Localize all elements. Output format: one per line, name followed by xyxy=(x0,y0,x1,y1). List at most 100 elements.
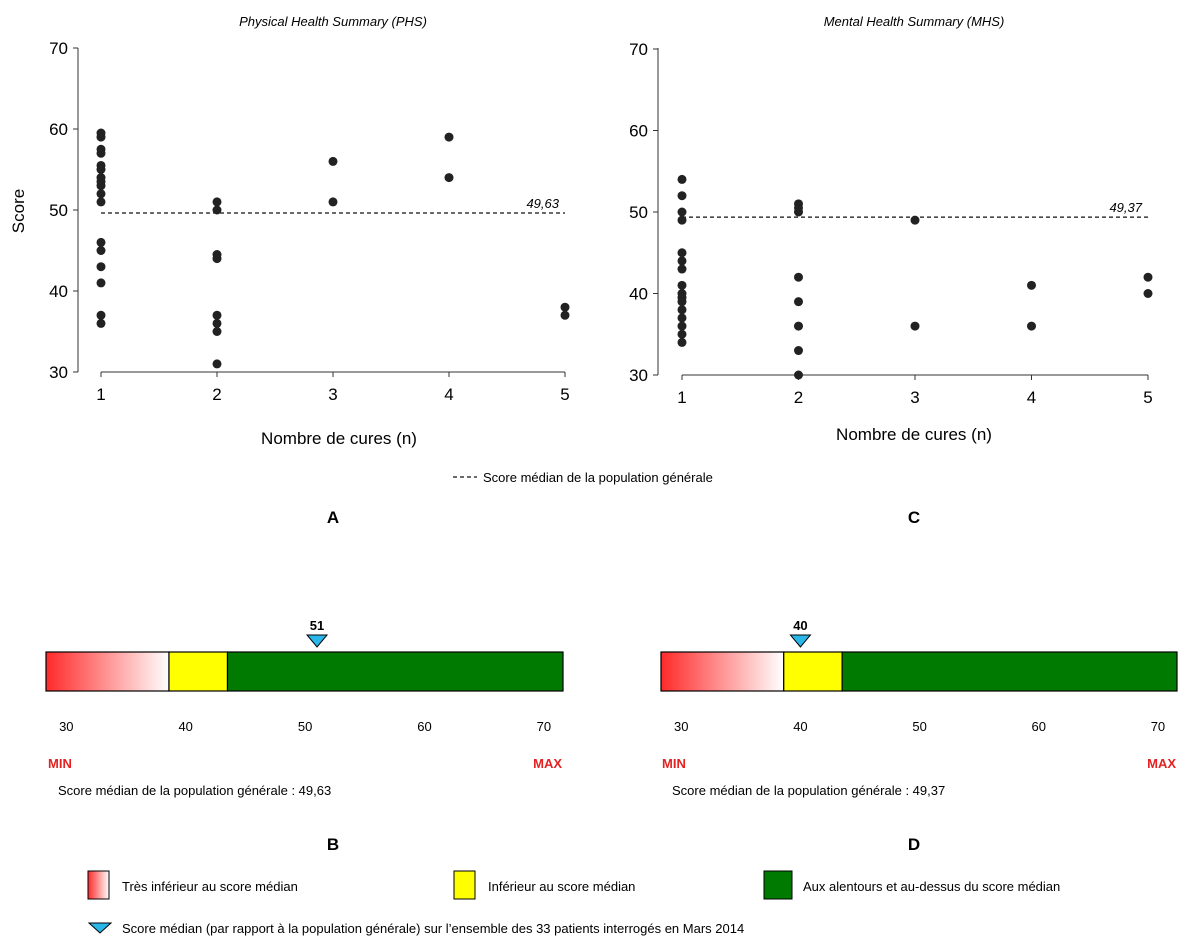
data-point xyxy=(794,346,803,356)
gauge-tick-label: 30 xyxy=(674,719,688,734)
y-tick-label: 50 xyxy=(49,201,68,220)
legend-label-very-low: Très inférieur au score médian xyxy=(122,879,298,894)
median-marker-value: 51 xyxy=(310,618,324,633)
panel-letter-d: D xyxy=(908,835,920,854)
data-point xyxy=(677,305,687,315)
data-point xyxy=(96,246,106,255)
data-point xyxy=(212,254,222,264)
data-point xyxy=(794,272,803,282)
gauge-tick-label: 40 xyxy=(793,719,807,734)
data-point xyxy=(212,327,222,336)
legend-median-line: Score médian de la population générale xyxy=(453,470,713,485)
data-point xyxy=(677,191,687,201)
legend-median-text: Score médian de la population générale xyxy=(483,470,713,485)
legend-label-triangle: Score médian (par rapport à la populatio… xyxy=(122,921,744,936)
y-axis-label: Score xyxy=(9,189,28,233)
data-point xyxy=(794,321,803,331)
y-tick-label: 70 xyxy=(629,40,648,59)
median-marker-value: 40 xyxy=(793,618,807,633)
data-point xyxy=(560,310,570,320)
data-point xyxy=(96,237,106,247)
x-tick-label: 5 xyxy=(560,385,569,404)
median-marker-triangle xyxy=(305,634,329,648)
data-point xyxy=(677,264,687,274)
data-point xyxy=(677,321,687,331)
data-point xyxy=(96,262,106,272)
data-point xyxy=(444,132,454,142)
gauge-tick-label: 50 xyxy=(298,719,312,734)
panel-letter-c: C xyxy=(908,508,920,527)
data-point xyxy=(1143,289,1153,298)
y-tick-label: 30 xyxy=(49,363,68,382)
data-point xyxy=(677,280,687,290)
data-point xyxy=(677,256,687,266)
legend-label-low: Inférieur au score médian xyxy=(488,879,635,894)
gauge-segment-2 xyxy=(226,651,564,692)
gauge-panel-mhs: 40 30 40 50 60 70 MIN MAX Score médian de la… xyxy=(660,618,1178,798)
data-point xyxy=(212,205,222,215)
gauge-caption: Score médian de la population générale :… xyxy=(672,783,945,798)
gauge-segment-1 xyxy=(168,651,229,692)
gauge-min-label: MIN xyxy=(662,756,686,771)
gauge-min-label: MIN xyxy=(48,756,72,771)
legend-swatch-very-low xyxy=(87,870,110,900)
gauge-segment-0 xyxy=(45,651,170,692)
y-tick-label: 30 xyxy=(629,366,648,385)
data-point xyxy=(910,321,920,331)
x-tick-label: 1 xyxy=(677,388,686,407)
data-point xyxy=(96,132,106,142)
data-point xyxy=(96,310,106,320)
legend-swatch-around-above xyxy=(763,870,793,900)
legend-swatch-low xyxy=(453,870,476,900)
gauge-max-label: MAX xyxy=(1147,756,1176,771)
data-point xyxy=(212,197,222,207)
gauge-tick-label: 60 xyxy=(417,719,431,734)
gauge-tick-label: 40 xyxy=(178,719,192,734)
legend-triangle-marker xyxy=(87,922,113,934)
gauge-segment-0 xyxy=(660,651,785,692)
data-point xyxy=(96,278,106,288)
y-tick-label: 70 xyxy=(49,39,68,58)
scatter-panel-phs: Physical Health Summary (PHS) 30 40 50 60 70… xyxy=(9,14,570,448)
data-point xyxy=(794,297,803,307)
data-point xyxy=(677,337,687,347)
data-point xyxy=(212,359,222,369)
data-point xyxy=(96,165,106,174)
gauge-tick-label: 70 xyxy=(1151,719,1165,734)
gauge-max-label: MAX xyxy=(533,756,562,771)
data-point xyxy=(1027,321,1036,331)
gauge-tick-label: 60 xyxy=(1032,719,1046,734)
data-point xyxy=(677,174,687,184)
data-point xyxy=(677,297,687,307)
x-tick-label: 5 xyxy=(1143,388,1152,407)
x-tick-label: 3 xyxy=(328,385,337,404)
data-point xyxy=(96,181,106,191)
gauge-panel-phs: 51 30 40 50 60 70 MIN MAX Score médian de la… xyxy=(45,618,564,798)
data-point xyxy=(677,207,687,217)
data-point xyxy=(328,197,338,207)
legend-bottom: Très inférieur au score médian Inférieur… xyxy=(87,870,1060,936)
gauge-tick-label: 50 xyxy=(912,719,926,734)
median-reference-label: 49,37 xyxy=(1109,200,1142,215)
data-point xyxy=(96,189,106,199)
gauge-caption: Score médian de la population générale :… xyxy=(58,783,331,798)
x-tick-label: 4 xyxy=(444,385,453,404)
x-tick-label: 2 xyxy=(794,388,803,407)
data-point xyxy=(560,302,570,312)
legend-label-around-above: Aux alentours et au-dessus du score médi… xyxy=(803,879,1060,894)
data-point xyxy=(677,215,687,225)
data-point xyxy=(96,148,106,158)
data-point xyxy=(794,370,803,380)
chart-title-mhs: Mental Health Summary (MHS) xyxy=(824,14,1005,29)
median-marker-triangle xyxy=(789,634,812,648)
panel-letter-b: B xyxy=(327,835,339,854)
x-tick-label: 4 xyxy=(1027,388,1036,407)
data-point xyxy=(910,215,920,225)
data-point xyxy=(677,313,687,323)
data-point xyxy=(96,318,106,328)
x-axis-label: Nombre de cures (n) xyxy=(261,429,417,448)
data-point xyxy=(1143,272,1153,282)
x-tick-label: 2 xyxy=(212,385,221,404)
gauge-tick-label: 70 xyxy=(537,719,551,734)
data-point xyxy=(328,156,338,166)
